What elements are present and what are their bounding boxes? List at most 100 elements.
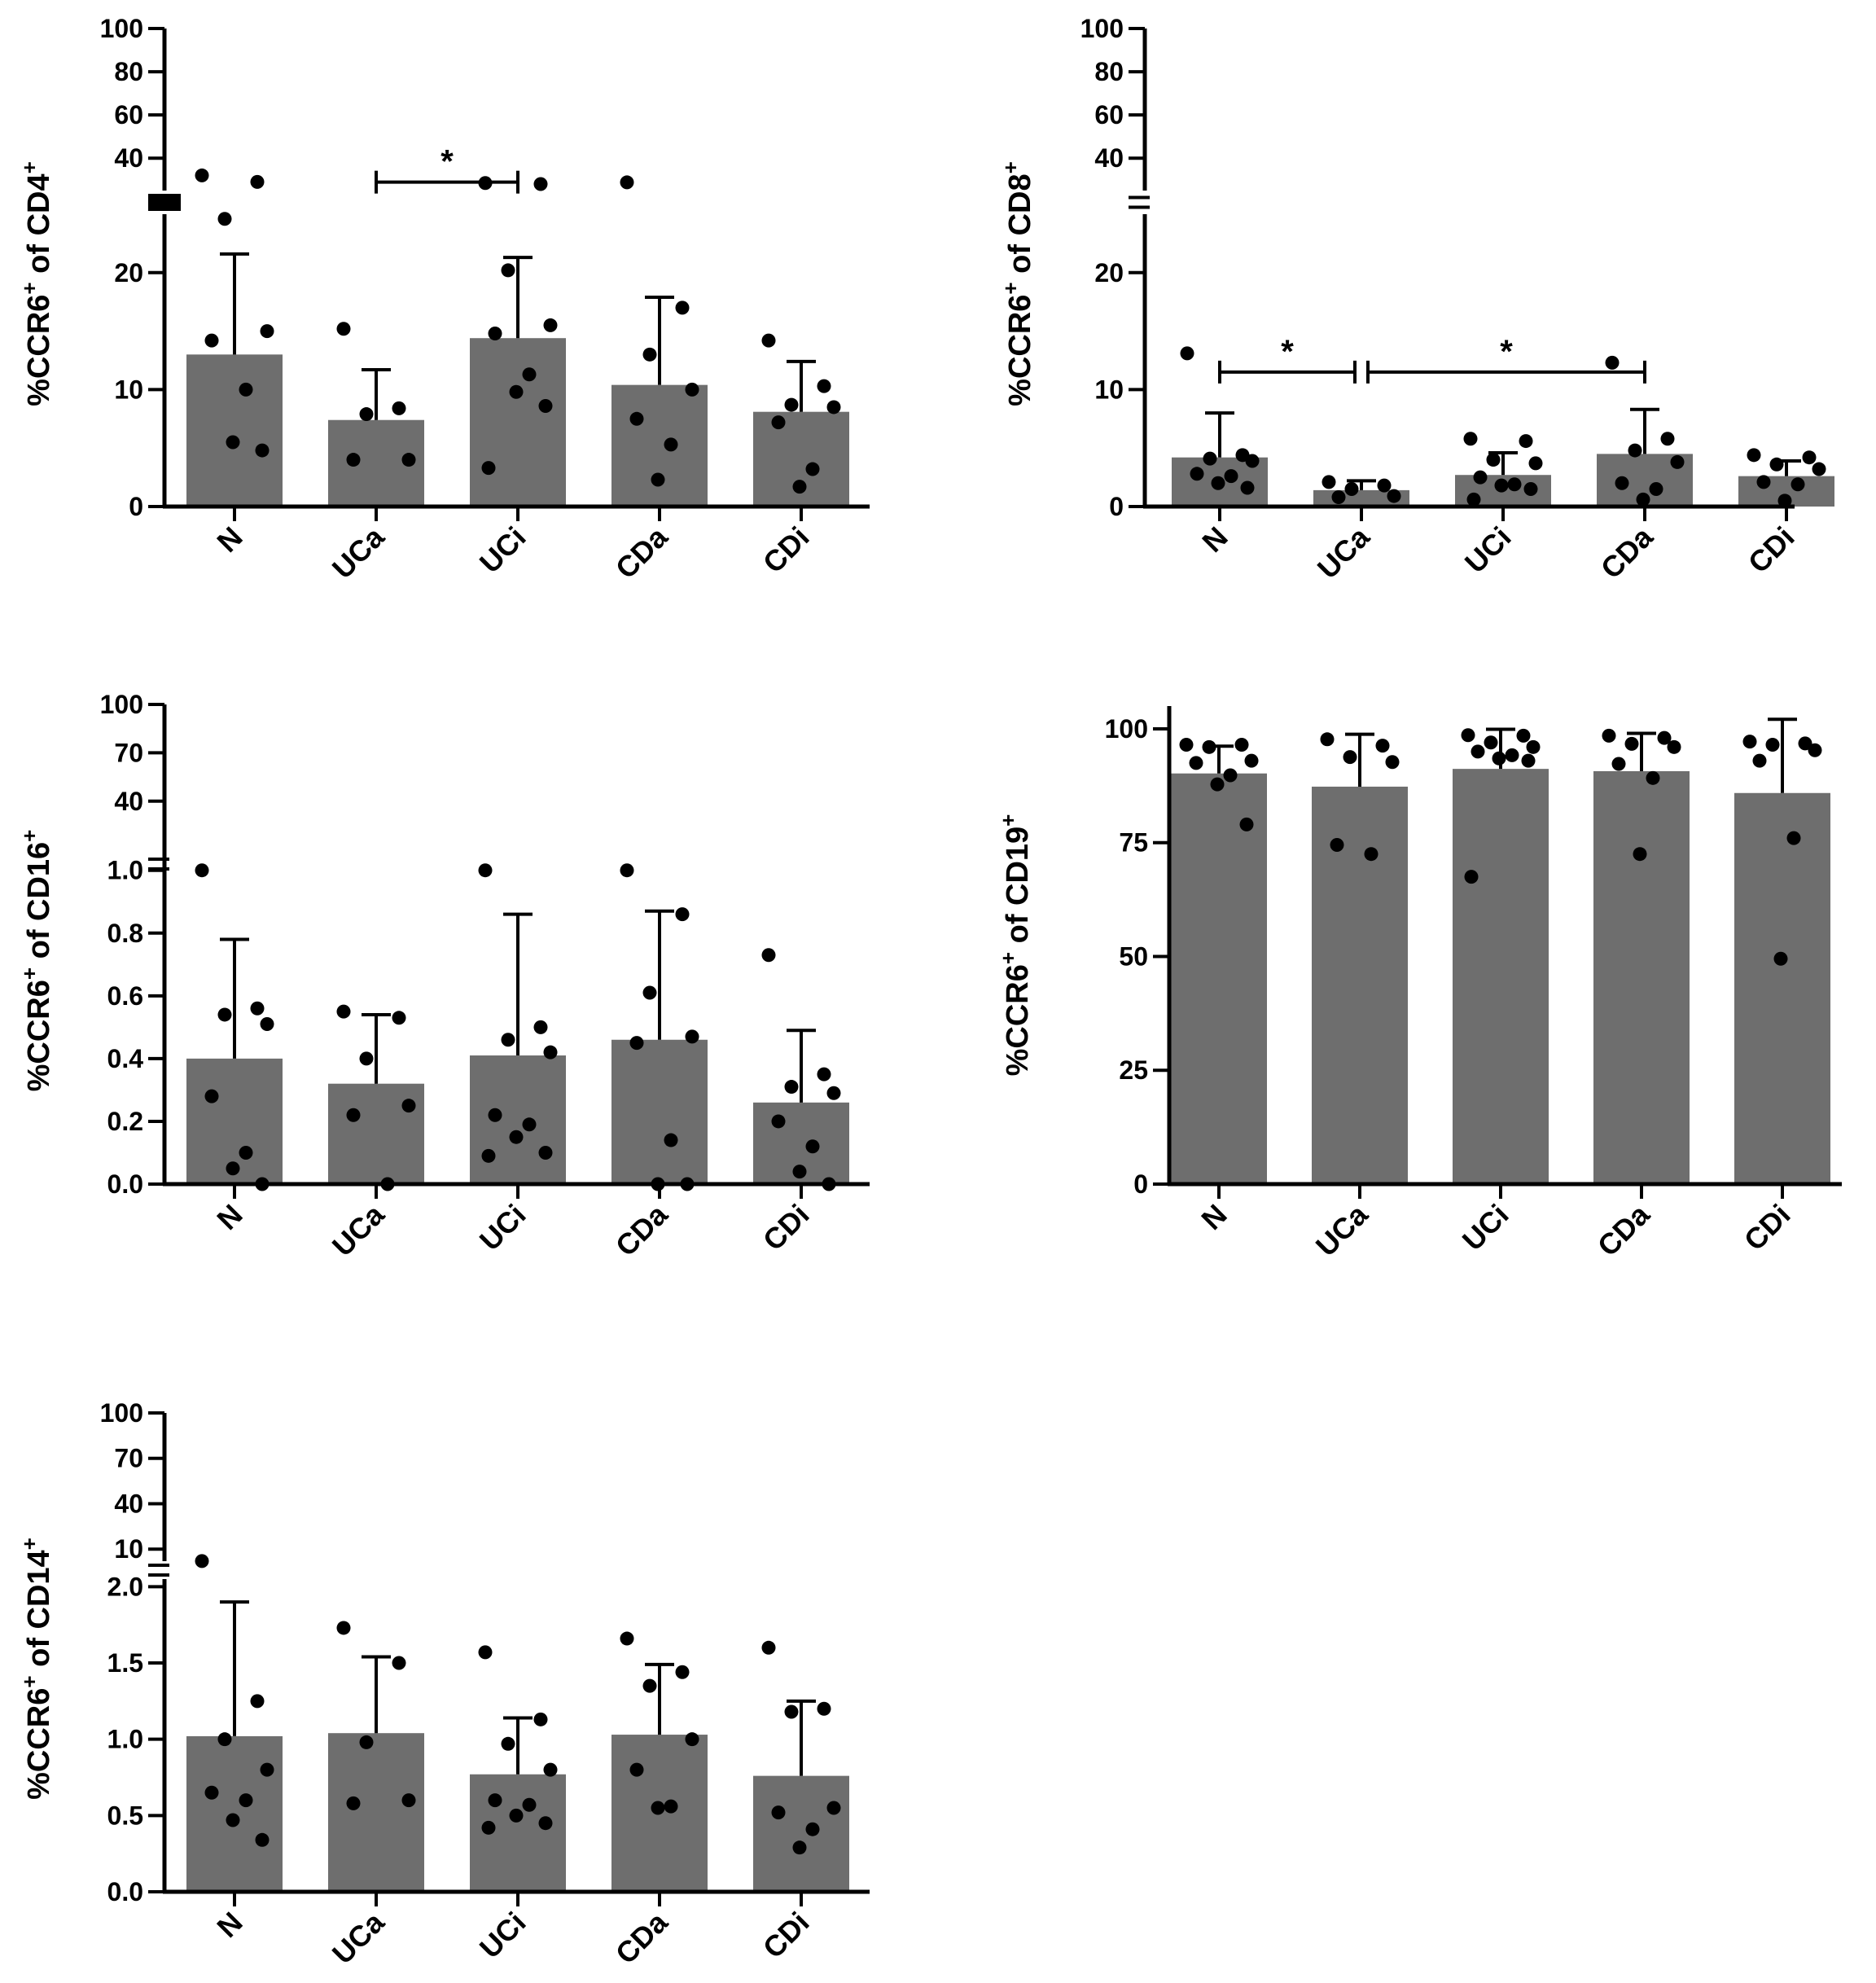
point-N — [239, 1145, 253, 1160]
point-UCi — [509, 1808, 524, 1823]
significance-star: * — [1500, 334, 1513, 370]
x-tick-label-UCa: UCa — [1311, 520, 1377, 586]
point-CDi — [761, 1640, 776, 1655]
point-N — [204, 333, 219, 348]
point-UCa — [1387, 489, 1401, 503]
x-tick-label-UCa: UCa — [326, 1905, 392, 1971]
y-tick-label: 0.6 — [107, 981, 143, 1011]
point-CDi — [771, 1114, 786, 1129]
point-CDa — [1667, 739, 1681, 754]
y-tick-label: 100 — [100, 14, 143, 43]
point-N — [217, 1732, 232, 1747]
x-tick-label-UCa: UCa — [326, 1197, 392, 1263]
y-tick-label: 0.4 — [107, 1044, 144, 1073]
point-CDa — [1670, 454, 1685, 469]
point-CDa — [664, 1799, 678, 1814]
point-UCa — [401, 453, 416, 467]
point-CDi — [1773, 951, 1788, 966]
y-tick-label: 80 — [114, 57, 143, 86]
point-UCi — [501, 1736, 515, 1751]
point-CDi — [1791, 477, 1805, 492]
point-UCa — [392, 401, 406, 415]
point-UCi — [543, 318, 558, 332]
point-UCi — [1492, 751, 1506, 766]
y-tick-label: 10 — [1094, 375, 1124, 404]
point-CDi — [784, 1704, 799, 1719]
point-N — [226, 1161, 240, 1176]
y-tick-label: 0.0 — [107, 1877, 143, 1906]
bar-CDa — [1593, 770, 1690, 1184]
point-UCa — [392, 1656, 406, 1670]
point-CDi — [1747, 448, 1761, 463]
y-axis-label: %CCR6+ of CD4+ — [17, 161, 56, 406]
point-UCi — [1523, 481, 1538, 496]
y-axis-label: %CCR6+ of CD8+ — [998, 161, 1037, 406]
y-tick-label: 0.8 — [107, 919, 143, 948]
x-tick-label-UCi: UCi — [1458, 520, 1518, 580]
point-CDa — [642, 347, 657, 362]
point-CDa — [1611, 757, 1626, 771]
axis-break-mark — [148, 194, 181, 211]
y-tick-label: 20 — [114, 258, 143, 287]
x-tick-label-CDa: CDa — [609, 1905, 675, 1971]
point-UCi — [509, 384, 524, 399]
point-UCa — [346, 453, 361, 467]
point-N — [1223, 768, 1238, 783]
point-UCa — [359, 407, 374, 422]
point-CDi — [817, 1701, 831, 1716]
point-UCi — [1516, 728, 1531, 743]
point-N — [239, 1793, 253, 1808]
bar-CDa — [611, 384, 708, 507]
y-tick-label: 100 — [100, 690, 143, 719]
y-tick-label: 100 — [1080, 14, 1124, 43]
y-axis-label: %CCR6+ of CD16+ — [17, 830, 56, 1092]
point-UCa — [1364, 847, 1379, 862]
point-UCi — [488, 326, 502, 340]
chart-cd19: 0 25 50 75 100 N UCa UCi CDa CDi %CCR6+ of CD19+ — [996, 706, 1842, 1263]
point-CDi — [1752, 753, 1767, 768]
point-CDi — [784, 397, 799, 412]
point-N — [1244, 753, 1259, 768]
x-tick-label-UCa: UCa — [326, 520, 392, 586]
point-CDi — [761, 948, 776, 963]
point-CDa — [1605, 355, 1620, 370]
point-UCi — [533, 1020, 548, 1034]
point-UCa — [346, 1796, 361, 1810]
point-CDi — [1802, 450, 1817, 465]
chart-cd8: 0 10 20 40 60 80 100 N UCa UCi CDa CDi %CCR6+ of CD8… — [998, 14, 1834, 586]
point-CDi — [771, 415, 786, 430]
bar-UCa — [328, 1083, 424, 1184]
point-CDi — [826, 400, 841, 415]
point-CDi — [805, 462, 820, 476]
point-CDa — [629, 1762, 644, 1777]
x-tick-label-N: N — [1194, 1198, 1233, 1236]
point-UCi — [533, 177, 548, 191]
point-CDi — [792, 1840, 807, 1855]
point-UCi — [522, 1797, 537, 1812]
point-N — [239, 382, 253, 397]
point-CDi — [1777, 494, 1792, 508]
chart-cd16: 0.0 0.2 0.4 0.6 0.8 1.0 40 70 100 N UCa UCi CDa CDi %C… — [17, 690, 870, 1263]
x-tick-label-N: N — [210, 520, 248, 559]
point-CDa — [629, 411, 644, 426]
point-N — [204, 1785, 219, 1800]
y-tick-label: 1.5 — [107, 1648, 143, 1678]
significance-star: * — [1281, 334, 1294, 370]
point-UCa — [1320, 732, 1335, 747]
point-CDi — [805, 1139, 820, 1154]
point-UCi — [1507, 477, 1522, 492]
point-CDa — [642, 985, 657, 1000]
point-UCa — [401, 1793, 416, 1808]
point-CDi — [1742, 735, 1757, 749]
x-tick-label-CDi: CDi — [756, 520, 816, 580]
point-UCi — [1464, 870, 1479, 884]
y-tick-label: 40 — [114, 1489, 143, 1518]
y-axis-label: %CCR6+ of CD19+ — [996, 814, 1035, 1077]
point-UCi — [488, 1793, 502, 1808]
point-UCi — [1471, 744, 1485, 759]
point-CDa — [620, 175, 634, 190]
point-UCi — [1526, 739, 1541, 754]
point-N — [1189, 756, 1203, 770]
point-N — [1202, 739, 1216, 754]
